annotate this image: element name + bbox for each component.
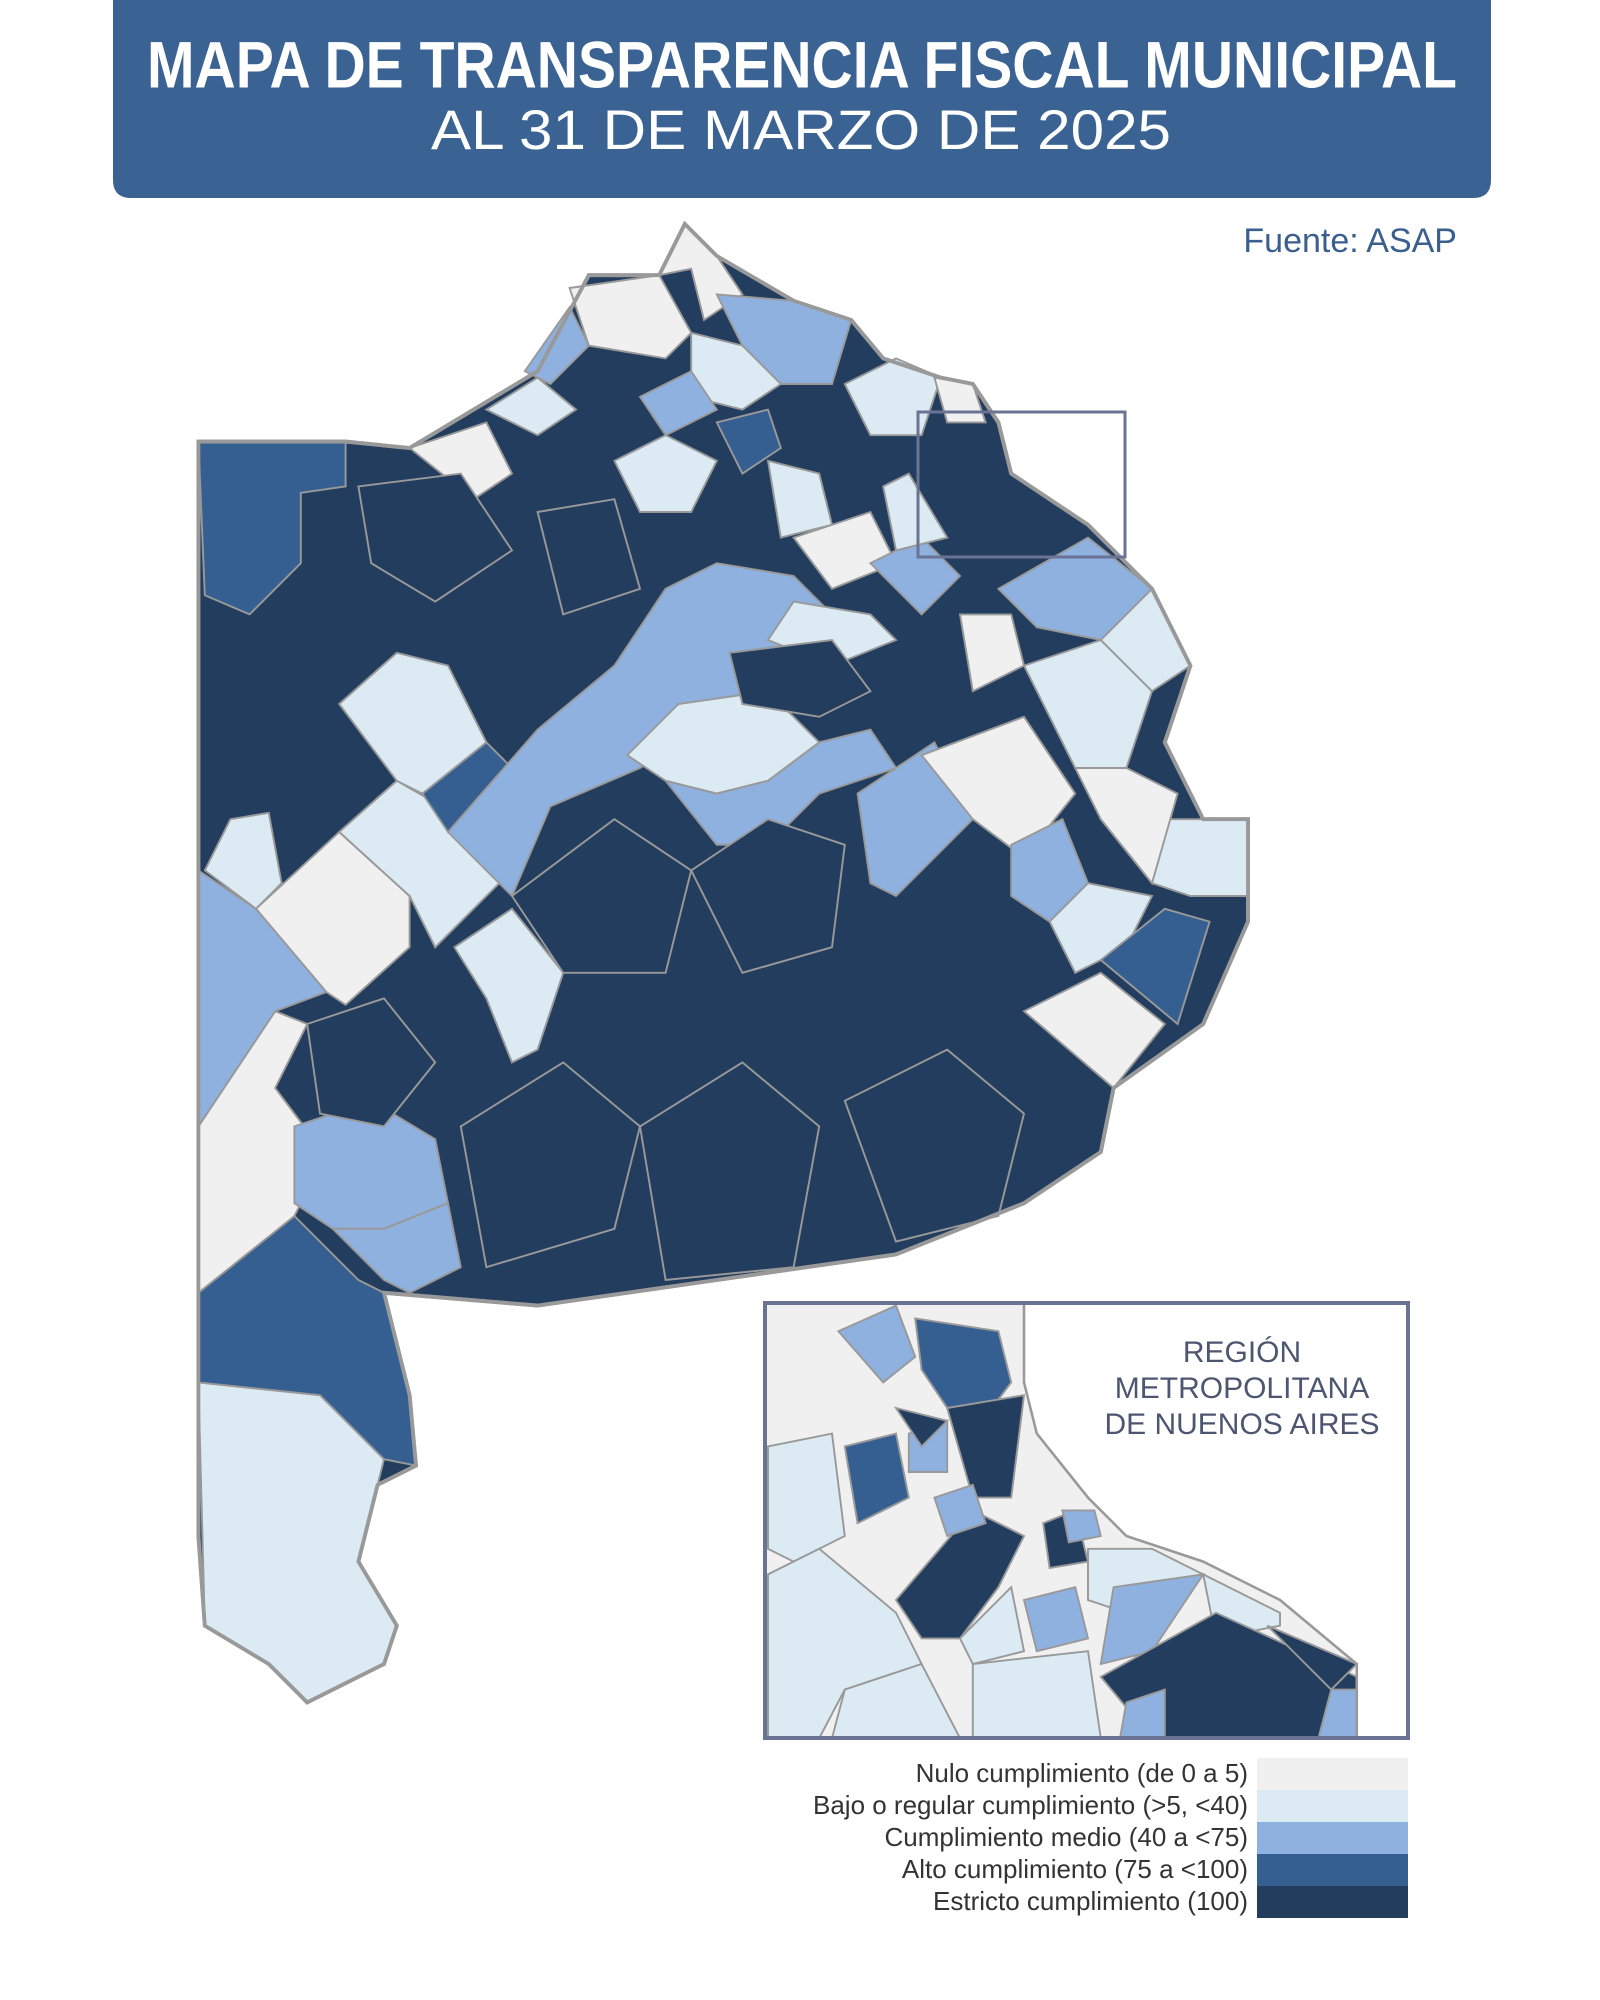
- municipality: [689, 818, 846, 974]
- municipality: [1266, 1624, 1359, 1691]
- municipality: [831, 1662, 962, 1739]
- municipality: [306, 997, 437, 1128]
- legend-label: Nulo cumplimiento (de 0 a 5): [916, 1758, 1248, 1788]
- municipality: [1022, 638, 1154, 769]
- municipality: [1119, 1688, 1166, 1739]
- inset-label-line: REGIÓN: [1183, 1336, 1301, 1369]
- municipality: [971, 1650, 1102, 1739]
- municipality: [882, 472, 949, 552]
- municipality: [1317, 1688, 1358, 1739]
- municipality: [510, 818, 693, 974]
- municipality: [1073, 767, 1179, 886]
- municipality: [933, 1483, 987, 1538]
- province-map: [196, 220, 1250, 1705]
- municipality: [715, 408, 782, 476]
- province-border: [196, 220, 1250, 1705]
- municipality: [1099, 907, 1211, 1026]
- municipality: [536, 498, 642, 616]
- legend-swatch: [1257, 1854, 1408, 1886]
- municipality: [357, 472, 514, 603]
- title: MAPA DE TRANSPARENCIA FISCAL MUNICIPAL: [147, 27, 1457, 101]
- inset-regions: [765, 1303, 1408, 1739]
- legend-label: Cumplimiento medio (40 a <75): [885, 1822, 1248, 1852]
- municipality: [958, 613, 1026, 693]
- municipality: [1022, 971, 1167, 1090]
- legend-swatch: [1257, 1822, 1408, 1854]
- legend-label: Bajo o regular cumplimiento (>5, <40): [813, 1790, 1248, 1820]
- municipality: [1022, 1586, 1090, 1653]
- municipality: [767, 1432, 846, 1563]
- river: [1022, 1303, 1408, 1739]
- municipality: [568, 274, 693, 360]
- municipality: [638, 369, 719, 437]
- inset-frame: [763, 1301, 1410, 1740]
- municipality: [893, 1406, 950, 1448]
- municipality: [843, 1432, 910, 1525]
- municipality: [453, 907, 565, 1064]
- municipality: [728, 638, 872, 718]
- legend-label: Estricto cumplimiento (100): [933, 1886, 1248, 1916]
- legend-swatch: [1257, 1758, 1408, 1790]
- legend: Nulo cumplimiento (de 0 a 5)Bajo o regul…: [813, 1758, 1408, 1918]
- municipality: [958, 1585, 1026, 1666]
- inset-locator: [916, 410, 1127, 559]
- subtitle: AL 31 DE MARZO DE 2025: [431, 98, 1171, 161]
- municipality: [843, 1048, 1026, 1243]
- inset-label-line: DE NUENOS AIRES: [1104, 1408, 1379, 1441]
- inset-label-line: METROPOLITANA: [1115, 1372, 1369, 1405]
- municipality: [484, 376, 578, 437]
- legend-swatch: [1257, 1886, 1408, 1918]
- municipality: [945, 1394, 1026, 1499]
- legend-label: Alto cumplimiento (75 a <100): [902, 1854, 1248, 1884]
- title-banner: [113, 0, 1491, 198]
- municipality: [613, 434, 719, 513]
- municipality: [203, 811, 283, 911]
- municipality: [1048, 882, 1154, 975]
- legend-swatch: [1257, 1790, 1408, 1822]
- municipality: [638, 1061, 821, 1282]
- inset-map: [765, 1303, 1408, 1739]
- municipality: [197, 440, 347, 616]
- municipality: [459, 1061, 642, 1269]
- municipality: [1061, 1509, 1102, 1544]
- municipality: [836, 1304, 917, 1384]
- municipality: [330, 1201, 462, 1294]
- source: Fuente: ASAP: [1243, 222, 1457, 260]
